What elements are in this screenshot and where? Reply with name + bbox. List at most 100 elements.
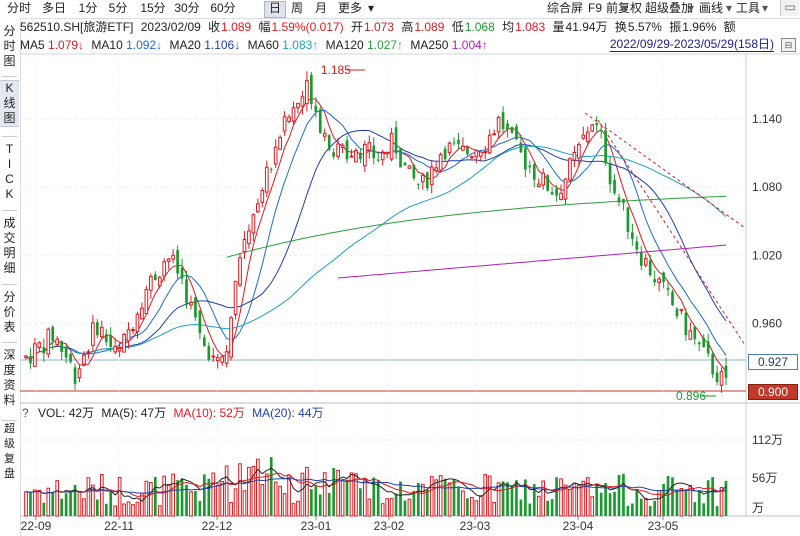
close-value: 1.089	[221, 20, 252, 34]
candle-body-up	[162, 261, 167, 277]
candle-body-up	[82, 354, 86, 365]
volume-bar-down	[29, 492, 32, 516]
date-range[interactable]: 2022/09/29-2023/05/29(158日)	[609, 37, 774, 52]
volume-bar-up	[46, 487, 51, 517]
volume-bar-down	[599, 492, 603, 516]
candle-body-up	[581, 134, 586, 139]
volume-bar-down	[153, 477, 157, 516]
period-day[interactable]: 日	[264, 1, 286, 18]
amount-value: 41.94万	[565, 20, 608, 34]
volume-bar-down	[515, 480, 518, 516]
volume-bar-up	[233, 488, 238, 517]
volume-bar-up	[367, 498, 372, 517]
candle-body-up	[215, 357, 220, 361]
period-30min[interactable]: 30分	[174, 1, 200, 15]
candle-body-up	[233, 280, 238, 316]
volume-bar-up	[643, 497, 648, 517]
volume-bar-down	[412, 490, 416, 516]
volume-bar-up	[264, 473, 269, 517]
time-tick-label: 22-11	[104, 519, 134, 533]
period-15min[interactable]: 15分	[140, 1, 166, 15]
sidebar-tab-price-table[interactable]: 分价表	[3, 290, 16, 334]
volume-bar-up	[461, 490, 465, 517]
candle-body-down	[403, 162, 407, 166]
avg-label: 均	[502, 20, 515, 34]
volume-bar-up	[492, 502, 496, 517]
chevron-down-icon[interactable]: ▾	[762, 1, 769, 15]
period-month[interactable]: 月	[314, 1, 327, 15]
volume-bar-up	[559, 478, 563, 517]
period-intraday[interactable]: 分时	[6, 1, 31, 15]
ma60-line	[70, 145, 727, 354]
volume-bar-down	[269, 457, 273, 516]
candle-body-down	[327, 135, 331, 150]
volume-bar-down	[693, 502, 697, 516]
pin-icon[interactable]: ⊟	[781, 38, 796, 52]
candle-body-down	[60, 341, 64, 352]
sidebar-tab-depth[interactable]: 深度资料	[3, 348, 16, 407]
period-1min[interactable]: 1分	[78, 1, 98, 15]
volume-bar-down	[648, 505, 652, 516]
volume-bar-up	[82, 498, 86, 517]
candle-body-down	[501, 112, 505, 130]
candle-body-down	[29, 355, 32, 364]
chevron-down-icon[interactable]: ▾	[622, 1, 629, 15]
amount-label: 量	[552, 20, 565, 34]
volume-bar-down	[185, 484, 188, 516]
open-value: 1.073	[363, 20, 394, 34]
toolbar-overlay[interactable]: 超级叠加	[645, 1, 694, 15]
toolbar-f9[interactable]: F9	[588, 1, 603, 15]
chevron-down-icon[interactable]: ▾	[726, 1, 733, 15]
candle-body-up	[55, 338, 60, 346]
change-label: 幅	[258, 20, 271, 34]
volume-bar-down	[394, 493, 398, 516]
volume-bar-up	[166, 483, 171, 517]
volume-bar-down	[506, 482, 509, 516]
candle-body-up	[37, 342, 42, 348]
period-60min[interactable]: 60分	[210, 1, 236, 15]
candle-body-up	[478, 151, 483, 157]
candle-body-up	[590, 124, 595, 132]
price-tick-label: 1.140	[752, 112, 782, 126]
toolbar-fq[interactable]: 前复权	[606, 1, 643, 15]
chevron-down-icon[interactable]: ▾	[688, 1, 695, 15]
volume-bar-up	[122, 503, 126, 517]
period-week[interactable]: 周	[290, 1, 303, 15]
volume-bar-down	[51, 491, 55, 516]
candle-body-up	[349, 155, 354, 158]
candle-body-down	[671, 291, 674, 306]
period-5min[interactable]: 5分	[108, 1, 128, 15]
vol-ma10-line	[25, 472, 727, 498]
volume-bar-down	[318, 494, 322, 516]
window-toggle-button[interactable]: ▭	[780, 0, 799, 16]
period-multiday[interactable]: 多日	[41, 1, 66, 15]
candle-body-down	[608, 162, 612, 185]
toolbar-composite-screen[interactable]: 综合屏	[547, 1, 584, 15]
candle-body-down	[42, 347, 46, 354]
volume-bar-up	[215, 484, 220, 517]
period-more[interactable]: 更多	[337, 1, 362, 15]
candle-body-down	[96, 322, 99, 336]
more-chevron-icon[interactable]: ▾	[367, 1, 375, 15]
sidebar-tab-intraday[interactable]: 分时图	[3, 24, 16, 68]
toolbar-draw[interactable]: 画线	[699, 1, 724, 15]
open-label: 开	[350, 20, 363, 34]
sidebar-tab-replay[interactable]: 超级复盘	[4, 423, 15, 480]
candle-body-up	[434, 167, 439, 172]
volume-bar-up	[719, 486, 724, 517]
volume-bar-up	[340, 480, 345, 517]
volume-bar-up	[434, 479, 439, 517]
sidebar-tab-trades[interactable]: 成交明细	[3, 216, 16, 275]
volume-bar-up	[380, 503, 385, 517]
candle-body-up	[242, 238, 247, 253]
toolbar-tools[interactable]: 工具	[736, 1, 761, 15]
help-icon[interactable]: ?	[22, 406, 29, 420]
volume-bar-down	[372, 477, 376, 516]
candle-body-down	[417, 183, 420, 185]
volume-bar-down	[595, 483, 599, 516]
volume-info: ? VOL: 42万 MA(5): 47万 MA(10): 52万 MA(20)…	[20, 404, 324, 422]
candle-body-up	[380, 152, 385, 161]
